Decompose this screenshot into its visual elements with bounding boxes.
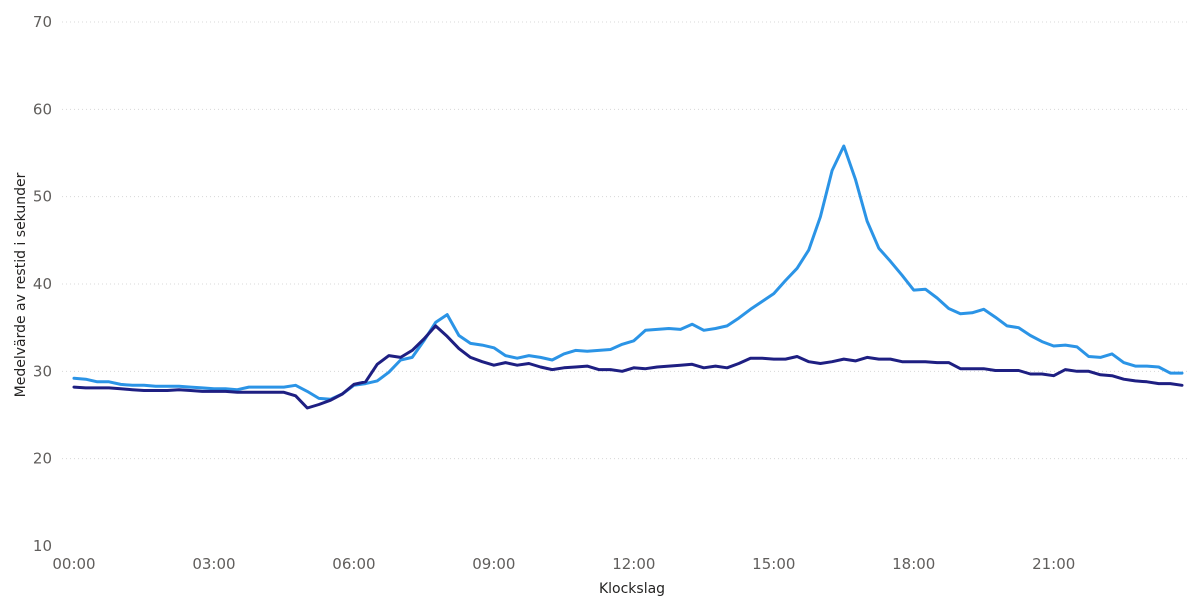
series-lines <box>72 144 1184 410</box>
y-tick-label: 60 <box>33 100 52 118</box>
x-tick-label: 03:00 <box>192 555 235 573</box>
y-tick-label: 70 <box>33 13 52 31</box>
x-tick-label: 15:00 <box>752 555 795 573</box>
x-axis-title: Klockslag <box>599 581 665 597</box>
y-tick-label: 40 <box>33 275 52 293</box>
y-tick-label: 10 <box>33 537 52 555</box>
x-tick-label: 00:00 <box>52 555 95 573</box>
y-tick-label: 30 <box>33 362 52 380</box>
x-tick-label: 09:00 <box>472 555 515 573</box>
x-tick-label: 12:00 <box>612 555 655 573</box>
y-tick-label: 50 <box>33 188 52 206</box>
series-line-1 <box>72 144 1184 401</box>
x-tick-label: 18:00 <box>892 555 935 573</box>
x-tick-label: 21:00 <box>1032 555 1075 573</box>
series-line-2 <box>72 324 1184 410</box>
y-tick-label: 20 <box>33 450 52 468</box>
y-axis-tick-labels: 10 20 30 40 50 60 70 <box>33 13 52 555</box>
x-axis-tick-labels: 00:00 03:00 06:00 09:00 12:00 15:00 18:00 21:00 <box>52 555 1075 573</box>
x-tick-label: 06:00 <box>332 555 375 573</box>
y-axis-title: Medelvärde av restid i sekunder <box>13 172 29 397</box>
